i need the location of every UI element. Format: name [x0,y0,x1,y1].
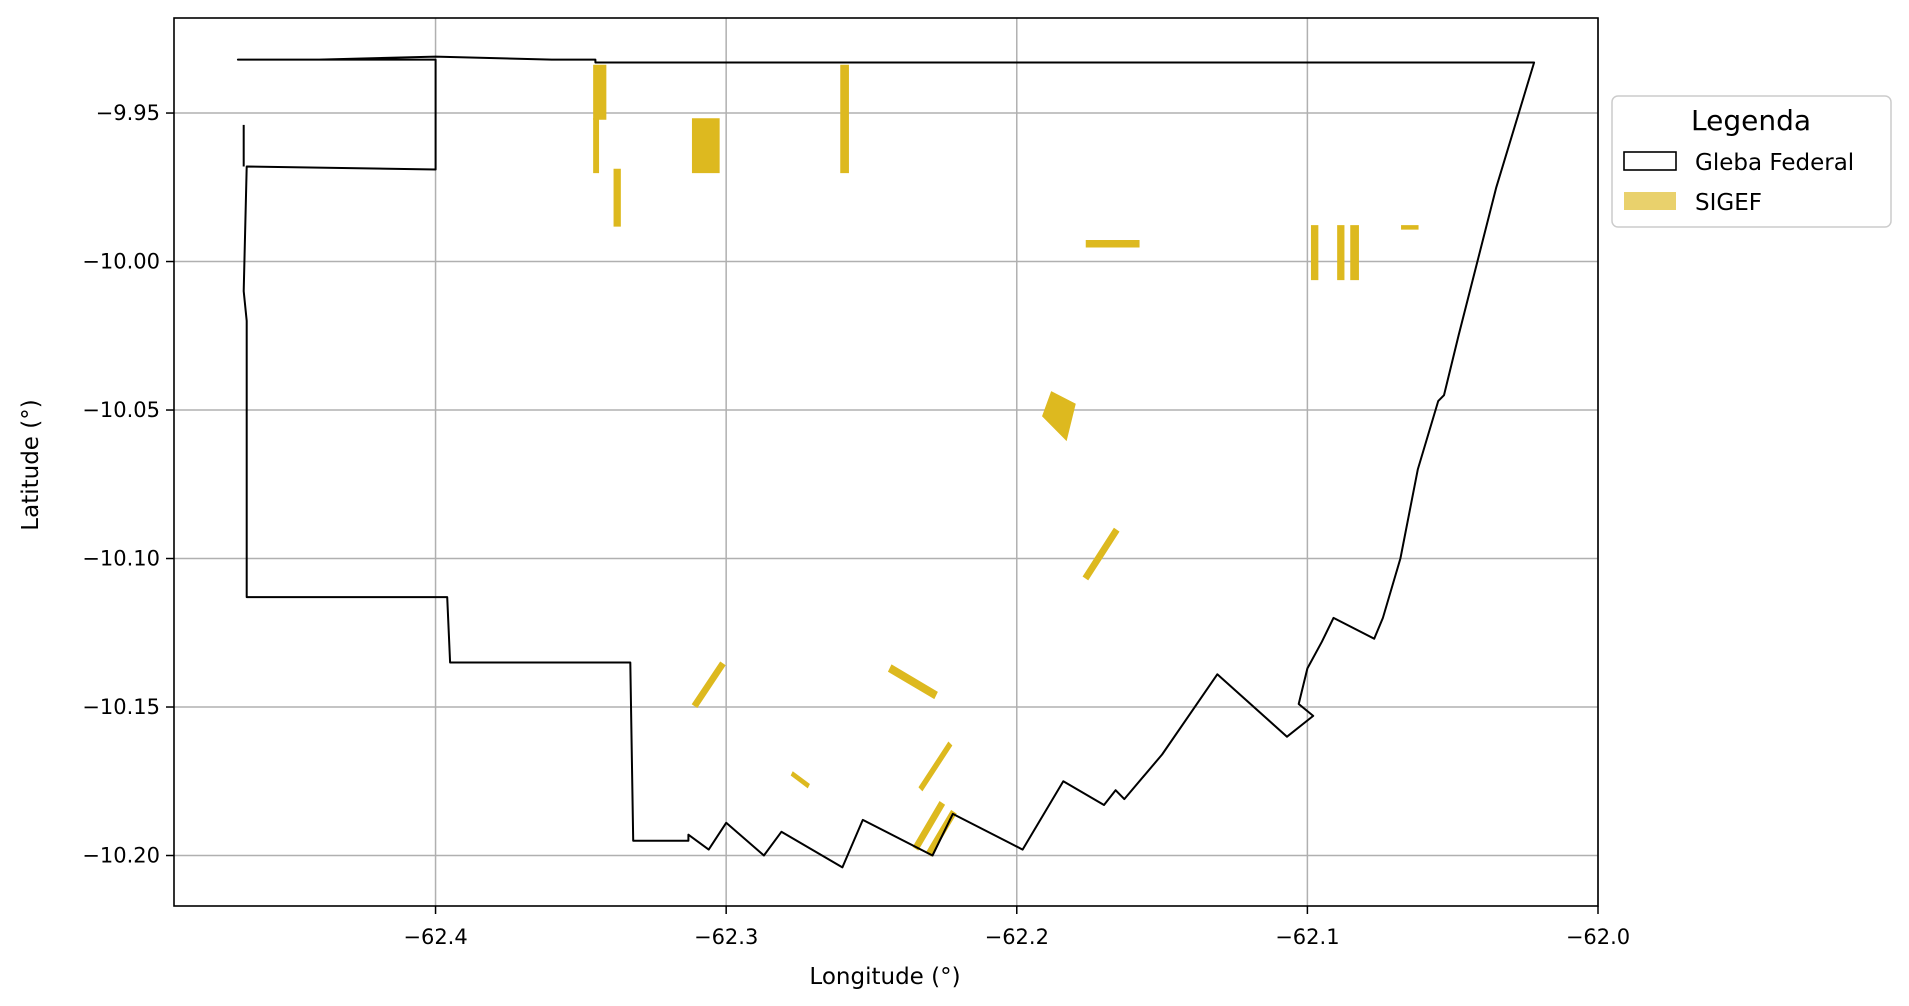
x-tick-label: −62.3 [694,925,758,949]
y-tick-label: −10.10 [82,547,160,571]
sigef-parcel-14 [887,664,938,700]
sigef-parcel-6 [1085,239,1140,248]
sigef-parcel-15 [918,741,953,792]
legend-swatch-sigef [1624,192,1676,210]
legend-box [1611,95,1892,228]
x-axis-title: Longitude (°) [809,964,960,990]
sigef-parcel-9 [1350,225,1359,281]
sigef-parcel-13 [691,661,726,709]
y-tick-label: −10.15 [82,695,160,719]
x-tick-label: −62.2 [985,925,1049,949]
x-tick-label: −62.4 [403,925,467,949]
sigef-parcel-11 [1042,391,1076,442]
legend: Legenda Gleba Federal SIGEF [1611,95,1892,228]
legend-label-sigef: SIGEF [1695,190,1762,216]
gleba-federal-polygon [236,55,1536,869]
x-tick-label: −62.0 [1566,925,1630,949]
sigef-parcel-10 [1401,225,1419,230]
y-axis-ticks: −9.95 −10.00 −10.05 −10.10 −10.15 −10.20 [82,101,174,868]
y-tick-label: −10.20 [82,844,160,868]
sigef-parcel-4 [691,118,720,174]
sigef-parcel-3 [613,168,621,227]
sigef-parcel-12 [1082,527,1120,581]
sigef-parcel-7 [1310,225,1319,281]
sigef-parcel-2 [593,118,600,174]
sigef-parcels [593,64,1419,857]
sigef-parcel-16 [790,771,810,789]
grid-lines [174,18,1599,906]
gleba-federal-boundary [236,55,1536,869]
y-tick-label: −9.95 [96,101,160,125]
x-axis-ticks: −62.4 −62.3 −62.2 −62.1 −62.0 [403,906,1630,949]
y-tick-label: −10.05 [82,398,160,422]
y-axis-title: Latitude (°) [18,399,44,530]
legend-title: Legenda [1691,104,1811,137]
sigef-parcel-17 [912,801,946,851]
legend-label-gleba: Gleba Federal [1695,150,1854,176]
sigef-parcel-5 [840,64,849,174]
sigef-parcel-1 [593,64,607,120]
y-tick-label: −10.00 [82,250,160,274]
sigef-parcel-8 [1337,225,1345,281]
plot-frame [173,17,1599,907]
legend-swatch-gleba [1623,151,1677,171]
x-tick-label: −62.1 [1275,925,1339,949]
